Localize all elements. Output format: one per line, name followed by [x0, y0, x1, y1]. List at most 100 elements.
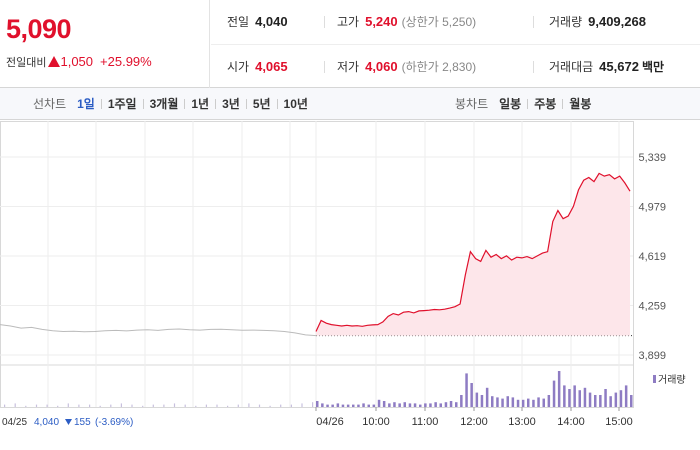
volume-bar [609, 396, 612, 407]
volume-bar [573, 385, 576, 407]
x-tick-label: 04/26 [316, 416, 344, 428]
stat-value: 4,065 [255, 59, 288, 74]
stats-panel: 전일 4,040 고가 5,240 (상한가 5,250) 거래량 9,409,268 … [211, 0, 700, 88]
volume-bar [205, 404, 207, 407]
price-change: 전일대비 1,050 +25.99% [6, 54, 152, 70]
y-tick-label: 3,899 [638, 350, 666, 362]
divider [142, 99, 144, 109]
chart-tabs: 선차트 1일 1주일 3개월 1년 3년 5년 10년 봉차트 일봉 주봉 월봉 [0, 88, 700, 120]
volume-bar [599, 395, 602, 407]
volume-bar [362, 403, 365, 407]
prev-day-change-pct: (-3.69%) [95, 417, 133, 428]
tab-3month[interactable]: 3개월 [149, 97, 179, 111]
divider [324, 16, 325, 28]
divider [211, 44, 700, 45]
tab-weekly[interactable]: 주봉 [534, 97, 557, 111]
divider [324, 61, 325, 73]
candle-chart-tabs: 봉차트 일봉 주봉 월봉 [455, 88, 591, 120]
price-box: 5,090 전일대비 1,050 +25.99% [0, 0, 210, 88]
volume-bar [367, 404, 370, 407]
volume-bar [35, 404, 38, 407]
volume-bar [511, 397, 515, 407]
volume-bar [388, 403, 391, 407]
stat-prev-close: 전일 4,040 [227, 0, 288, 44]
volume-bar [163, 404, 165, 407]
prev-day-change: 155 [74, 417, 91, 428]
volume-bar [480, 395, 484, 407]
volume-bar [248, 403, 250, 407]
x-tick-label: 12:00 [460, 416, 488, 428]
volume-bar [316, 401, 319, 407]
change-percent: +25.99% [100, 54, 152, 69]
tab-daily[interactable]: 일봉 [499, 97, 522, 111]
divider [276, 99, 278, 109]
volume-bar [131, 404, 133, 407]
volume-bar [4, 404, 6, 407]
volume-bar [624, 385, 628, 407]
tab-monthly[interactable]: 월봉 [569, 97, 592, 111]
volume-bar [619, 390, 623, 407]
volume-bar [78, 404, 80, 407]
volume-bar [460, 395, 463, 407]
price-area-fill [316, 173, 630, 336]
chart-frame [0, 121, 634, 408]
volume-bar [89, 404, 91, 407]
volume-bar [501, 398, 504, 407]
volume-bar [429, 403, 432, 407]
volume-bar [382, 401, 386, 407]
volume-bar [372, 404, 376, 407]
volume-bar [280, 404, 282, 407]
volume-bar [485, 387, 489, 407]
volume-bar [346, 404, 350, 407]
volume-bar [312, 402, 314, 407]
upper-limit: (상한가 5,250) [401, 15, 477, 29]
tab-3year[interactable]: 3년 [222, 97, 240, 111]
stat-volume: 거래량 9,409,268 [549, 0, 646, 44]
y-tick-label: 4,619 [638, 251, 666, 263]
stat-value: 4,040 [255, 14, 288, 29]
x-tick-label: 11:00 [412, 416, 439, 428]
volume-bar [216, 404, 218, 407]
volume-bar [506, 396, 509, 407]
volume-bar [444, 402, 448, 407]
tab-1year[interactable]: 1년 [191, 97, 210, 111]
volume-bar [552, 380, 556, 407]
volume-bar [46, 404, 48, 407]
volume-bar [25, 405, 27, 407]
volume-legend-swatch [653, 375, 656, 383]
volume-bar [465, 373, 468, 407]
volume-bar [110, 404, 112, 407]
x-tick-label: 15:00 [605, 416, 633, 428]
change-value: 1,050 [60, 54, 94, 69]
volume-bar [537, 397, 540, 407]
volume-bar [630, 395, 633, 407]
volume-bar [57, 405, 59, 407]
volume-bar [532, 399, 535, 407]
line-chart-tabs: 선차트 1일 1주일 3개월 1년 3년 5년 10년 [33, 88, 308, 120]
tab-5year[interactable]: 5년 [252, 97, 271, 111]
change-label: 전일대비 [6, 57, 47, 69]
volume-bar [269, 405, 271, 407]
down-triangle-icon [65, 419, 72, 425]
stat-open: 시가 4,065 [227, 45, 288, 89]
stat-value: 45,672 [599, 59, 639, 74]
prev-day-close: 4,040 [34, 417, 59, 428]
volume-bar [142, 405, 144, 407]
tab-1day[interactable]: 1일 [77, 97, 95, 111]
volume-legend-label: 거래량 [658, 374, 686, 386]
volume-bar [184, 404, 186, 407]
prev-day-line [0, 324, 317, 337]
stat-value: 9,409,268 [588, 14, 646, 29]
tab-1week[interactable]: 1주일 [107, 97, 137, 111]
volume-bar [424, 403, 427, 407]
volume-bar [120, 403, 122, 407]
y-tick-label: 4,259 [638, 301, 666, 313]
tab-10year[interactable]: 10년 [283, 97, 308, 111]
stat-label: 거래대금 [549, 60, 594, 74]
volume-bar [475, 392, 479, 407]
stat-label: 전일 [227, 15, 250, 29]
volume-bar [527, 398, 530, 407]
volume-bar [357, 404, 360, 407]
candle-chart-title: 봉차트 [455, 97, 489, 111]
stat-low: 저가 4,060 (하한가 2,830) [337, 45, 476, 89]
